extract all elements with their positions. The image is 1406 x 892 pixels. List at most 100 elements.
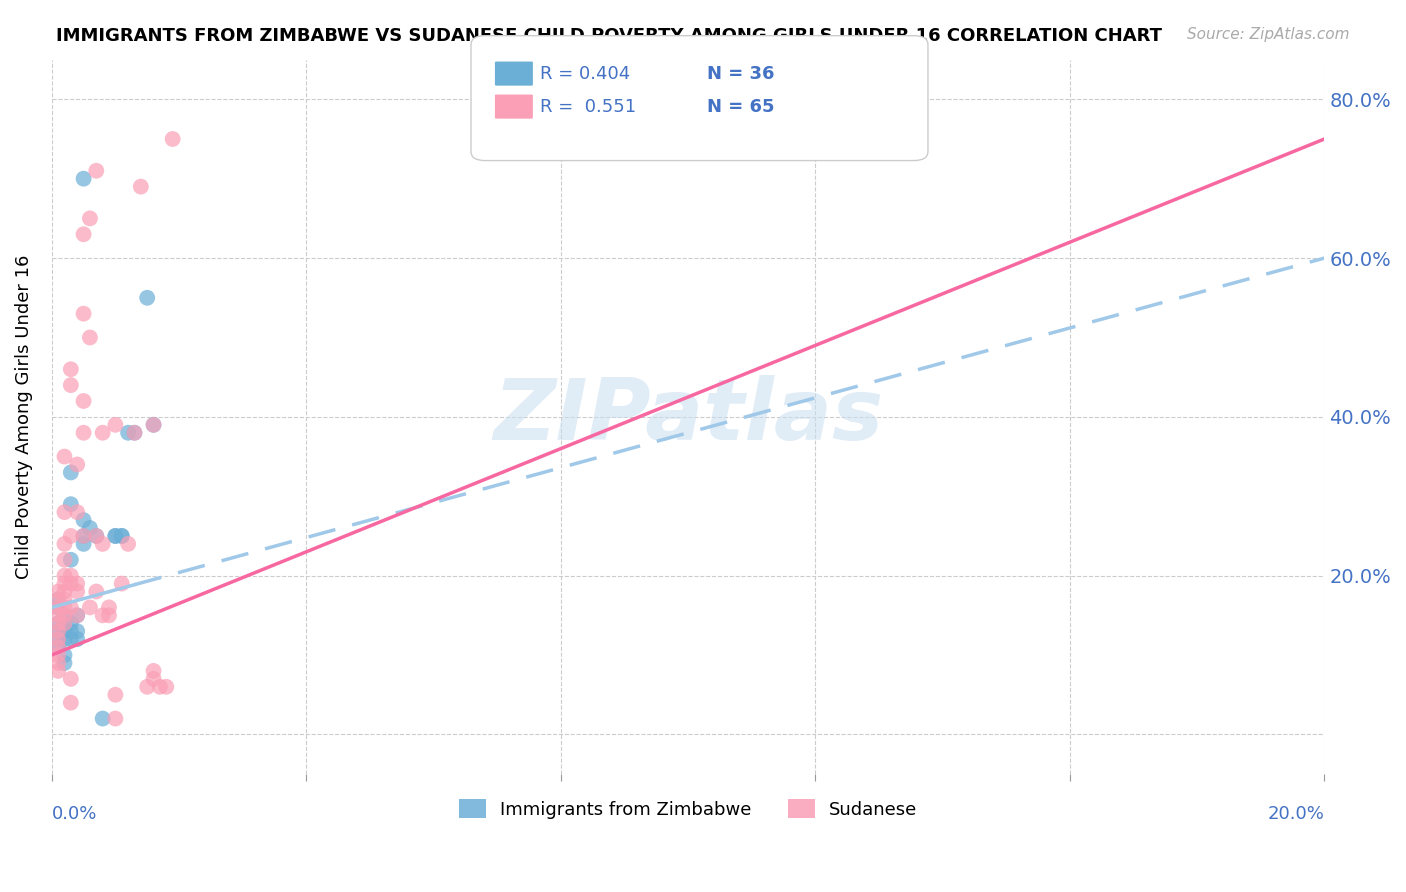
Point: [72, 513, 94, 527]
Point: [72, 529, 94, 543]
Point: [142, 672, 165, 686]
Point: [104, 688, 127, 702]
Text: 20.0%: 20.0%: [1268, 805, 1324, 822]
Point: [46, 616, 69, 631]
Point: [79, 211, 101, 226]
Text: Source: ZipAtlas.com: Source: ZipAtlas.com: [1187, 27, 1350, 42]
Point: [124, 425, 146, 440]
Point: [66, 608, 89, 623]
Point: [149, 680, 172, 694]
Point: [129, 179, 152, 194]
Y-axis label: Child Poverty Among Girls Under 16: Child Poverty Among Girls Under 16: [15, 255, 32, 579]
Point: [46, 632, 69, 647]
Point: [46, 648, 69, 662]
Text: R = 0.404: R = 0.404: [540, 65, 630, 83]
Point: [53, 608, 76, 623]
Point: [91, 608, 114, 623]
Point: [84, 529, 107, 543]
Point: [72, 394, 94, 409]
Point: [91, 425, 114, 440]
Point: [66, 584, 89, 599]
Point: [53, 624, 76, 639]
Point: [53, 632, 76, 647]
Point: [59, 696, 82, 710]
Text: IMMIGRANTS FROM ZIMBABWE VS SUDANESE CHILD POVERTY AMONG GIRLS UNDER 16 CORRELAT: IMMIGRANTS FROM ZIMBABWE VS SUDANESE CHI…: [56, 27, 1163, 45]
Point: [66, 505, 89, 519]
Point: [46, 616, 69, 631]
Point: [66, 608, 89, 623]
Point: [66, 458, 89, 472]
Point: [46, 656, 69, 670]
Text: N = 65: N = 65: [707, 98, 775, 116]
Point: [53, 537, 76, 551]
Point: [46, 600, 69, 615]
Text: N = 36: N = 36: [707, 65, 775, 83]
Point: [84, 163, 107, 178]
Point: [98, 608, 121, 623]
Point: [46, 640, 69, 654]
Point: [91, 712, 114, 726]
Point: [72, 171, 94, 186]
Point: [59, 466, 82, 480]
Point: [59, 497, 82, 511]
Point: [59, 378, 82, 392]
Point: [53, 584, 76, 599]
Point: [53, 600, 76, 615]
Point: [104, 712, 127, 726]
Point: [46, 592, 69, 607]
Point: [111, 529, 134, 543]
Point: [104, 529, 127, 543]
Point: [53, 553, 76, 567]
Point: [72, 307, 94, 321]
Point: [46, 624, 69, 639]
Point: [155, 680, 177, 694]
Text: ZIPatlas: ZIPatlas: [494, 376, 883, 458]
Text: R =  0.551: R = 0.551: [540, 98, 636, 116]
Point: [84, 584, 107, 599]
Point: [59, 362, 82, 376]
Point: [136, 680, 159, 694]
Legend: Immigrants from Zimbabwe, Sudanese: Immigrants from Zimbabwe, Sudanese: [451, 792, 925, 826]
Point: [59, 600, 82, 615]
Point: [53, 576, 76, 591]
Point: [66, 576, 89, 591]
Point: [117, 537, 139, 551]
Point: [53, 450, 76, 464]
Point: [72, 537, 94, 551]
Point: [53, 648, 76, 662]
Point: [124, 425, 146, 440]
Point: [142, 664, 165, 678]
Point: [79, 521, 101, 535]
Point: [111, 576, 134, 591]
Point: [46, 584, 69, 599]
Point: [162, 132, 184, 146]
Point: [142, 417, 165, 432]
Point: [66, 632, 89, 647]
Point: [66, 624, 89, 639]
Point: [59, 672, 82, 686]
Point: [98, 600, 121, 615]
Point: [72, 425, 94, 440]
Point: [72, 529, 94, 543]
Point: [79, 330, 101, 344]
Point: [59, 632, 82, 647]
Point: [53, 616, 76, 631]
Point: [59, 553, 82, 567]
Point: [53, 592, 76, 607]
Point: [72, 227, 94, 242]
Point: [46, 664, 69, 678]
Point: [79, 600, 101, 615]
Point: [46, 608, 69, 623]
Text: 0.0%: 0.0%: [52, 805, 97, 822]
Point: [53, 505, 76, 519]
Point: [46, 640, 69, 654]
Point: [136, 291, 159, 305]
Point: [84, 529, 107, 543]
Point: [46, 624, 69, 639]
Point: [104, 529, 127, 543]
Point: [59, 616, 82, 631]
Point: [111, 529, 134, 543]
Point: [117, 425, 139, 440]
Point: [53, 608, 76, 623]
Point: [59, 624, 82, 639]
